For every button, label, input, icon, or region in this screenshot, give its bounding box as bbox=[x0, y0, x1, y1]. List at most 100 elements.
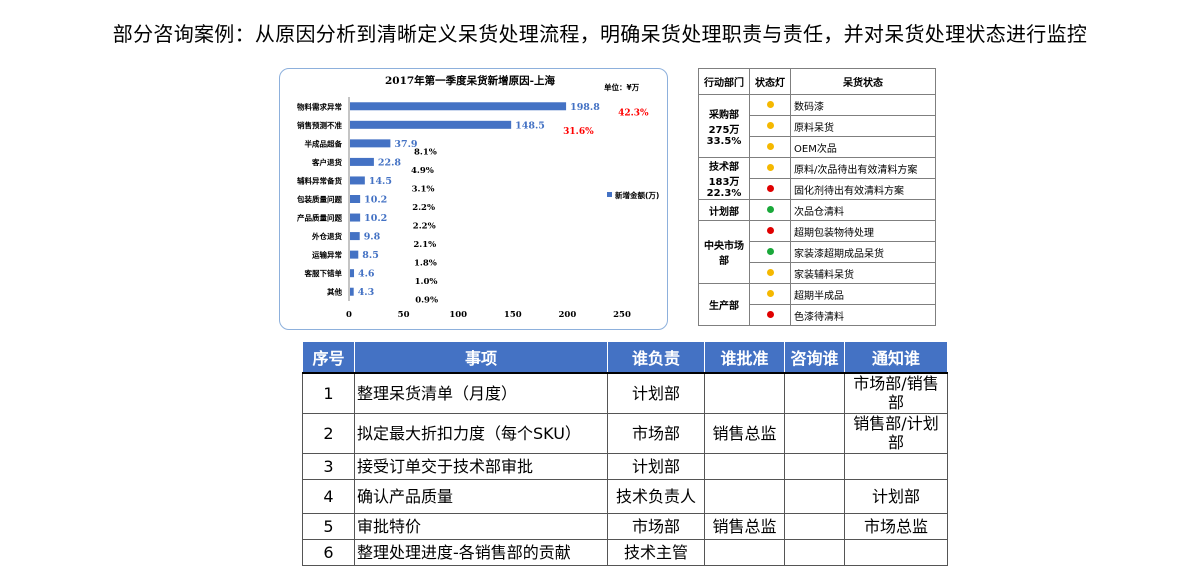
task-row: 1 整理呆货清单（月度） 计划部 市场部/销售部 bbox=[302, 372, 948, 414]
percent-label: 1.0% bbox=[415, 277, 438, 287]
task-cell: 6 bbox=[302, 538, 355, 566]
bar-value-label: 4.6 bbox=[358, 269, 375, 280]
task-cell bbox=[784, 478, 845, 514]
bar bbox=[350, 102, 567, 111]
task-table-header: 谁批准 bbox=[704, 341, 785, 374]
task-cell bbox=[784, 538, 845, 566]
status-lamp-icon bbox=[766, 122, 774, 129]
status-row: 家装漆超期成品呆货 bbox=[699, 241, 936, 263]
raci-task-table: 序号 事项 谁负责 谁批准 咨询谁 通知谁 1 整理呆货清单（月度） 计划部 市场部/销售部 2 拟… bbox=[302, 341, 948, 566]
task-cell: 销售部/计划部 bbox=[844, 412, 948, 454]
department-cell: 计划部 bbox=[698, 199, 750, 221]
task-cell: 5 bbox=[302, 512, 355, 540]
status-lamp-cell bbox=[749, 241, 791, 263]
task-cell: 4 bbox=[302, 478, 355, 514]
category-label: 客户退货 bbox=[311, 157, 342, 167]
category-label: 其他 bbox=[327, 287, 342, 297]
bar bbox=[350, 250, 359, 259]
category-label: 客服下错单 bbox=[304, 268, 343, 278]
task-row: 5 审批特价 市场部 销售总监 市场总监 bbox=[302, 512, 948, 540]
bar-value-label: 14.5 bbox=[369, 176, 392, 187]
category-label: 外仓退货 bbox=[312, 231, 342, 241]
department-cell: 技术部 183万 22.3% bbox=[698, 157, 750, 200]
task-cell: 审批特价 bbox=[354, 512, 608, 540]
status-table-header: 呆货状态 bbox=[790, 68, 936, 95]
bar-chart-panel: 2017年第一季度呆货新增原因-上海 单位：¥万 新增金额(万) 物料需求异常 1… bbox=[279, 68, 668, 330]
task-cell: 销售总监 bbox=[704, 512, 785, 540]
inventory-status-cell: 家装辅料呆货 bbox=[790, 262, 936, 284]
task-cell: 销售总监 bbox=[704, 412, 785, 454]
inventory-status-cell: 固化剂待出有效清料方案 bbox=[790, 178, 936, 200]
bar-value-label: 198.8 bbox=[570, 102, 600, 113]
task-cell: 3 bbox=[302, 452, 355, 480]
task-cell: 接受订单交于技术部审批 bbox=[354, 452, 608, 480]
status-table-header: 行动部门 bbox=[698, 68, 750, 95]
status-lamp-cell bbox=[749, 115, 791, 137]
percent-label: 0.9% bbox=[415, 296, 438, 306]
task-cell: 拟定最大折扣力度（每个SKU） bbox=[354, 412, 608, 454]
bar-value-label: 22.8 bbox=[378, 157, 402, 168]
bar-value-label: 10.2 bbox=[364, 195, 387, 206]
bar bbox=[350, 232, 360, 241]
bar bbox=[350, 195, 361, 203]
task-table-header: 咨询谁 bbox=[784, 341, 845, 374]
task-row: 2 拟定最大折扣力度（每个SKU） 市场部 销售总监 销售部/计划部 bbox=[302, 412, 948, 454]
status-lamp-cell bbox=[749, 157, 791, 179]
task-cell: 2 bbox=[302, 412, 355, 454]
bar bbox=[350, 176, 365, 185]
bar-value-label: 8.5 bbox=[362, 250, 379, 261]
stale-inventory-status-table: 行动部门 状态灯 呆货状态 采购部 275万 33.5% 数码漆 原料呆货 OEM次品 技术部 1… bbox=[698, 68, 936, 326]
status-lamp-cell bbox=[749, 220, 791, 242]
task-table-header: 序号 bbox=[302, 341, 355, 374]
task-cell: 技术主管 bbox=[607, 538, 705, 566]
status-lamp-icon bbox=[766, 290, 774, 297]
task-cell: 计划部 bbox=[844, 478, 948, 514]
category-label: 运输异常 bbox=[312, 250, 342, 260]
category-label: 包装质量问题 bbox=[296, 194, 342, 204]
department-cell: 生产部 bbox=[698, 283, 750, 326]
task-cell: 1 bbox=[302, 372, 355, 414]
x-tick-label: 50 bbox=[398, 310, 410, 320]
status-row: 中央市场部 超期包装物待处理 bbox=[698, 220, 936, 284]
bar-value-label: 37.9 bbox=[394, 139, 418, 150]
status-lamp-icon bbox=[766, 185, 774, 192]
task-cell: 整理处理进度-各销售部的贡献 bbox=[354, 538, 608, 566]
task-cell bbox=[704, 478, 785, 514]
task-table-header: 通知谁 bbox=[844, 341, 948, 374]
percent-label: 2.2% bbox=[413, 222, 436, 232]
status-lamp-cell bbox=[749, 94, 791, 116]
percent-label: 3.1% bbox=[412, 184, 435, 194]
inventory-status-cell: 原料呆货 bbox=[790, 115, 936, 137]
inventory-status-cell: OEM次品 bbox=[790, 136, 936, 158]
category-label: 半成品超备 bbox=[305, 138, 343, 148]
task-cell: 市场部 bbox=[607, 412, 705, 454]
chart-unit: 单位：¥万 bbox=[604, 82, 640, 92]
percent-label: 1.8% bbox=[414, 259, 437, 269]
task-cell bbox=[784, 372, 845, 414]
x-tick-label: 100 bbox=[449, 310, 467, 320]
percent-label: 2.1% bbox=[413, 240, 436, 250]
task-cell bbox=[844, 452, 948, 480]
bar-value-label: 4.3 bbox=[358, 287, 375, 298]
status-row: 技术部 183万 22.3% 原料/次品待出有效清料方案 bbox=[698, 157, 936, 200]
status-lamp-icon bbox=[766, 143, 774, 150]
inventory-status-cell: 数码漆 bbox=[790, 94, 936, 116]
status-lamp-cell bbox=[749, 178, 791, 200]
task-row: 6 整理处理进度-各销售部的贡献 技术主管 bbox=[302, 538, 948, 566]
x-tick-label: 200 bbox=[559, 310, 577, 320]
inventory-status-cell: 原料/次品待出有效清料方案 bbox=[790, 157, 936, 179]
percent-label: 2.2% bbox=[412, 203, 435, 213]
inventory-status-cell: 色漆待清料 bbox=[790, 304, 936, 326]
task-cell bbox=[844, 538, 948, 566]
category-label: 产品质量问题 bbox=[297, 213, 342, 223]
x-tick-label: 0 bbox=[346, 310, 352, 320]
status-lamp-cell bbox=[749, 283, 791, 305]
bar-value-label: 148.5 bbox=[515, 120, 545, 131]
status-lamp-cell bbox=[749, 262, 791, 284]
bar bbox=[350, 139, 391, 148]
bar bbox=[350, 213, 361, 222]
task-cell: 市场总监 bbox=[844, 512, 948, 540]
category-label: 物料需求异常 bbox=[297, 101, 342, 111]
status-table-header: 状态灯 bbox=[749, 68, 791, 95]
task-cell: 市场部 bbox=[607, 512, 705, 540]
